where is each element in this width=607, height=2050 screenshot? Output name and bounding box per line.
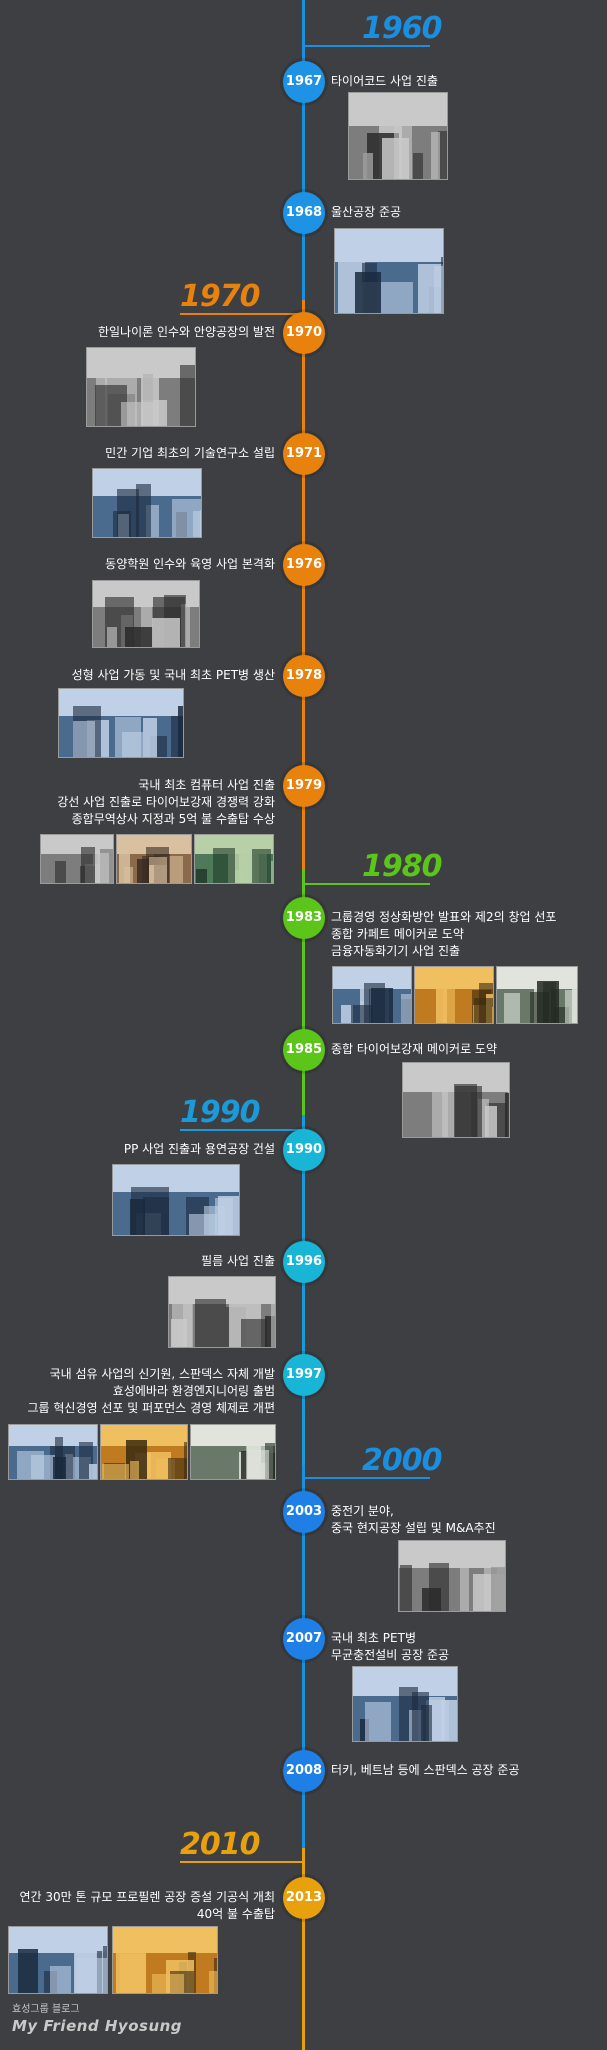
decade-underline: [180, 313, 303, 315]
event-photo: [92, 580, 200, 648]
year-node-1979: 1979: [283, 765, 325, 807]
event-photo: [40, 834, 114, 884]
event-text-line: 그룹경영 정상화방안 발표와 제2의 창업 선포: [331, 910, 557, 924]
event-description: 터키, 베트남 등에 스판덱스 공장 준공: [331, 1762, 520, 1779]
event-text-line: 연간 30만 톤 규모 프로필렌 공장 증설 기공식 개최: [19, 1890, 275, 1904]
event-text-line: 국내 최초 PET병: [331, 1631, 416, 1645]
event-photo: [190, 1424, 276, 1480]
year-node-1983: 1983: [283, 897, 325, 939]
event-text-line: 강선 사업 진출로 타이어보강재 경쟁력 강화: [57, 795, 275, 809]
event-photo: [414, 966, 494, 1024]
decade-label: 1980: [362, 849, 442, 884]
event-photo: [352, 1666, 458, 1742]
event-text-line: 효성에바라 환경엔지니어링 출범: [112, 1384, 275, 1398]
decade-underline: [180, 1861, 303, 1863]
event-description: 민간 기업 최초의 기술연구소 설립: [105, 445, 275, 462]
event-description: 연간 30만 톤 규모 프로필렌 공장 증설 기공식 개최 40억 불 수출탑: [19, 1889, 275, 1923]
year-node-1990: 1990: [283, 1129, 325, 1171]
decade-label: 2010: [180, 1827, 260, 1862]
event-text-line: 금융자동화기기 사업 진출: [331, 944, 461, 958]
year-node-1978: 1978: [283, 655, 325, 697]
blog-logo: 효성그룹 블로그 My Friend Hyosung: [12, 2003, 182, 2035]
event-photo: [116, 834, 192, 884]
event-photo: [86, 347, 196, 427]
year-node-2003: 2003: [283, 1491, 325, 1533]
event-photo: [168, 1276, 276, 1348]
event-photo: [8, 1424, 98, 1480]
event-text-line: 필름 사업 진출: [201, 1254, 275, 1268]
decade-label: 1960: [362, 11, 442, 46]
decade-underline: [180, 1129, 303, 1131]
event-text-line: 종합 타이어보강재 메이커로 도약: [331, 1042, 498, 1056]
timeline-line-segment: [302, 870, 305, 1115]
event-description: 동양학원 인수와 육영 사업 본격화: [105, 556, 275, 573]
year-node-1970: 1970: [283, 312, 325, 354]
decade-label: 2000: [362, 1443, 442, 1478]
event-photo: [402, 1062, 510, 1138]
event-description: PP 사업 진출과 용연공장 건설: [124, 1141, 275, 1158]
event-photo: [100, 1424, 188, 1480]
event-text-line: 그룹 혁신경영 선포 및 퍼포먼스 경영 체제로 개편: [27, 1401, 275, 1415]
year-node-1971: 1971: [283, 433, 325, 475]
event-text-line: 국내 섬유 사업의 신기원, 스판덱스 자체 개발: [49, 1367, 275, 1381]
year-node-2013: 2013: [283, 1877, 325, 1919]
event-text-line: 터키, 베트남 등에 스판덱스 공장 준공: [331, 1763, 520, 1777]
event-text-line: 성형 사업 가동 및 국내 최초 PET병 생산: [71, 668, 275, 682]
event-photo: [496, 966, 578, 1024]
event-photo: [194, 834, 274, 884]
event-photo: [8, 1926, 108, 1994]
event-description: 성형 사업 가동 및 국내 최초 PET병 생산: [72, 667, 275, 684]
event-text-line: 종합 카페트 메이커로 도약: [331, 927, 464, 941]
event-text-line: 타이어코드 사업 진출: [331, 74, 438, 88]
year-node-1996: 1996: [283, 1241, 325, 1283]
event-description: 한일나이론 인수와 안양공장의 발전: [98, 324, 275, 341]
year-node-1985: 1985: [283, 1029, 325, 1071]
event-photo: [334, 228, 444, 314]
year-node-2008: 2008: [283, 1750, 325, 1792]
event-text-line: 민간 기업 최초의 기술연구소 설립: [105, 446, 275, 460]
event-description: 울산공장 준공: [331, 204, 401, 221]
event-text-line: 울산공장 준공: [331, 205, 402, 219]
event-description: 타이어코드 사업 진출: [331, 73, 438, 90]
year-node-1976: 1976: [283, 544, 325, 586]
decade-underline: [305, 45, 430, 47]
event-photo: [92, 468, 202, 538]
event-text-line: 중전기 분야,: [331, 1504, 394, 1518]
event-photo: [112, 1926, 218, 1994]
event-text-line: 동양학원 인수와 육영 사업 본격화: [105, 557, 275, 571]
timeline-line-segment: [302, 1115, 305, 1465]
decade-label: 1990: [180, 1095, 260, 1130]
event-description: 중전기 분야, 중국 현지공장 설립 및 M&A추진: [331, 1503, 496, 1537]
event-text-line: 중국 현지공장 설립 및 M&A추진: [331, 1521, 496, 1535]
event-description: 필름 사업 진출: [201, 1253, 275, 1270]
year-node-2007: 2007: [283, 1618, 325, 1660]
event-text-line: 한일나이론 인수와 안양공장의 발전: [97, 325, 275, 339]
event-text-line: PP 사업 진출과 용연공장 건설: [123, 1142, 275, 1156]
decade-underline: [305, 1477, 430, 1479]
timeline-line-segment: [302, 0, 305, 300]
timeline-line-segment: [302, 1848, 305, 2050]
event-photo: [112, 1164, 240, 1236]
decade-label: 1970: [180, 279, 260, 314]
year-node-1967: 1967: [283, 61, 325, 103]
event-text-line: 40억 불 수출탑: [196, 1907, 275, 1921]
decade-underline: [305, 883, 430, 885]
event-photo: [332, 966, 412, 1024]
event-text-line: 국내 최초 컴퓨터 사업 진출: [138, 778, 275, 792]
event-photo: [348, 92, 448, 180]
year-node-1997: 1997: [283, 1354, 325, 1396]
blog-logo-caption: 효성그룹 블로그: [12, 2004, 80, 2015]
year-node-1968: 1968: [283, 192, 325, 234]
event-photo: [58, 688, 184, 758]
blog-logo-title: My Friend Hyosung: [12, 2017, 183, 2035]
event-description: 종합 타이어보강재 메이커로 도약: [331, 1041, 497, 1058]
event-text-line: 종합무역상사 지정과 5억 불 수출탑 수상: [71, 812, 275, 826]
event-text-line: 무균충전설비 공장 준공: [331, 1648, 450, 1662]
event-photo: [398, 1540, 506, 1612]
